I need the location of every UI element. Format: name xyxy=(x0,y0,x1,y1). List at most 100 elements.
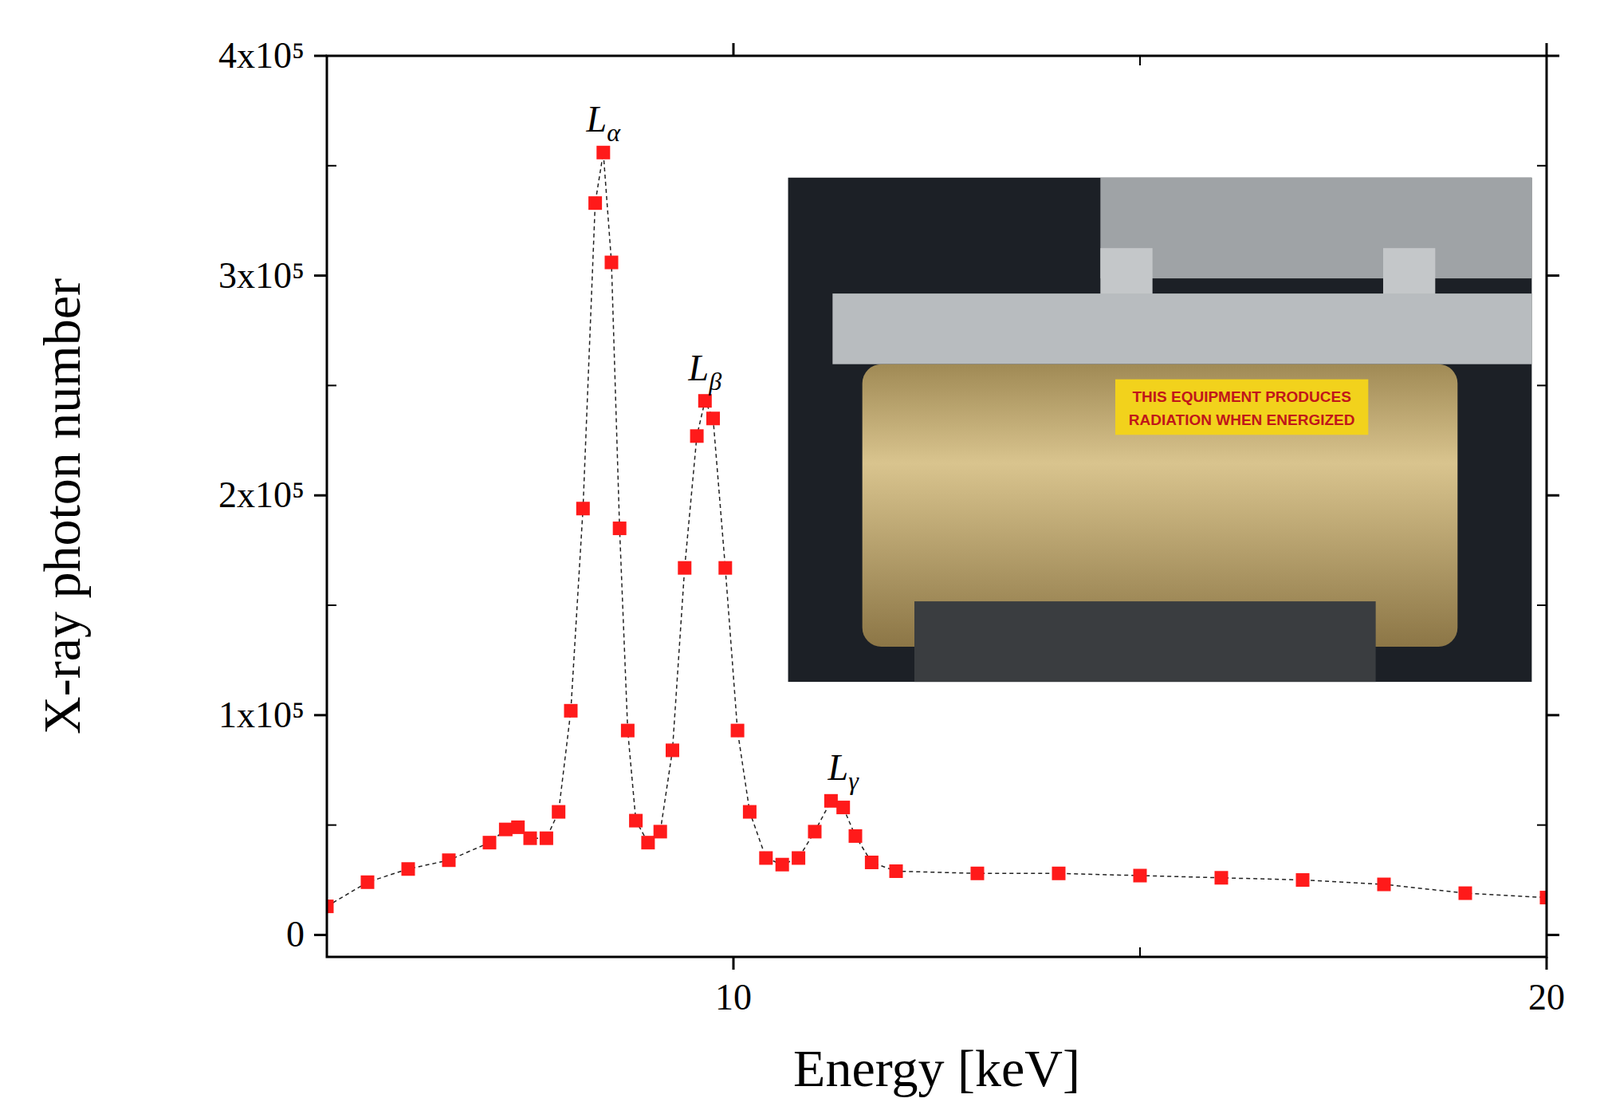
peak-label-main: L xyxy=(687,347,710,389)
spectrum-point xyxy=(523,831,538,846)
data-group xyxy=(326,145,1547,913)
background xyxy=(0,0,1600,1114)
spectrum-point xyxy=(621,723,635,738)
spectrum-point xyxy=(775,857,790,872)
x-tick-label: 20 xyxy=(1528,976,1565,1018)
spectrum-point xyxy=(596,145,610,160)
spectrum-point xyxy=(1133,868,1148,883)
peak-label: Lβ xyxy=(687,347,723,396)
inset-base xyxy=(914,601,1376,682)
inset-bracket xyxy=(1100,247,1152,299)
y-tick-right xyxy=(1546,933,1560,936)
spectrum-point xyxy=(483,835,497,850)
spectrum-point xyxy=(889,864,904,878)
spectrum-point xyxy=(1052,866,1066,881)
spectrum-point xyxy=(1214,870,1229,885)
spectrum-point xyxy=(640,835,655,850)
y-minor-tick xyxy=(326,824,337,826)
y-tick-label: 3x10⁵ xyxy=(218,255,305,296)
spectrum-point xyxy=(836,800,850,814)
y-tick xyxy=(314,274,327,277)
y-axis-title: X-ray photon number xyxy=(32,278,91,735)
spectrum-point xyxy=(971,866,985,881)
y-minor-tick xyxy=(326,384,337,386)
inset-photo: THIS EQUIPMENT PRODUCES RADIATION WHEN EN… xyxy=(787,177,1532,683)
spectrum-point xyxy=(499,822,513,837)
peak-label: Lγ xyxy=(827,746,861,795)
y-minor-tick-right xyxy=(1537,824,1547,826)
spectrum-point xyxy=(511,820,525,834)
x-tick-top xyxy=(1545,43,1549,56)
spectrum-point xyxy=(758,850,773,865)
spectrum-point xyxy=(742,805,757,819)
x-tick-label: 10 xyxy=(715,976,752,1018)
spectrum-point xyxy=(564,703,578,718)
x-tick-top xyxy=(732,43,736,56)
inset-plate xyxy=(832,293,1532,365)
x-minor-tick-top xyxy=(326,55,328,66)
peak-label-sub: γ xyxy=(848,766,860,795)
spectrum-point xyxy=(731,723,745,738)
x-tick xyxy=(1545,956,1549,970)
peak-label-sub: β xyxy=(707,366,722,396)
peak-label-main: L xyxy=(827,746,850,788)
spectrum-point xyxy=(628,813,643,828)
chart: THIS EQUIPMENT PRODUCES RADIATION WHEN EN… xyxy=(0,0,1600,1114)
y-minor-tick-right xyxy=(1537,384,1547,386)
inset-label-text: THIS EQUIPMENT PRODUCES xyxy=(1132,388,1351,405)
y-minor-tick xyxy=(326,165,337,167)
spectrum-point xyxy=(653,824,668,838)
spectrum-point xyxy=(442,853,457,867)
spectrum-point xyxy=(588,196,602,210)
y-tick-right xyxy=(1546,494,1560,497)
spectrum-point xyxy=(1458,886,1473,901)
spectrum-point xyxy=(361,875,375,889)
y-tick-right xyxy=(1546,713,1560,716)
spectrum-point xyxy=(824,794,838,808)
spectrum-point xyxy=(576,501,590,515)
x-minor-tick-top xyxy=(1139,55,1141,66)
plot-frame xyxy=(326,55,1547,957)
y-tick-right xyxy=(1546,55,1560,58)
y-tick-label: 2x10⁵ xyxy=(218,474,305,515)
y-tick-right xyxy=(1546,274,1560,277)
y-minor-tick xyxy=(326,604,337,606)
spectrum-point xyxy=(706,411,720,425)
spectrum-point xyxy=(677,561,692,575)
spectrum-point xyxy=(718,561,732,575)
inset-label-text: RADIATION WHEN ENERGIZED xyxy=(1128,411,1356,429)
x-minor-tick xyxy=(1139,947,1141,957)
spectrum-point xyxy=(690,428,704,443)
spectrum-point xyxy=(665,742,680,757)
y-tick xyxy=(314,494,327,497)
spectrum-point xyxy=(539,831,554,846)
spectrum-point xyxy=(698,393,712,408)
y-tick-label: 0 xyxy=(286,913,305,955)
spectrum-point xyxy=(1296,872,1310,887)
x-minor-tick xyxy=(326,947,328,957)
spectrum-point xyxy=(808,824,822,838)
y-minor-tick-right xyxy=(1537,165,1547,167)
peak-label-sub: α xyxy=(606,117,622,147)
y-tick xyxy=(314,55,327,58)
spectrum-point xyxy=(864,855,879,869)
y-tick xyxy=(314,933,327,936)
x-tick xyxy=(732,956,736,970)
x-axis-title: Energy [keV] xyxy=(793,1038,1081,1097)
inset-bracket xyxy=(1383,247,1435,299)
spectrum-point xyxy=(551,805,566,819)
spectrum-point xyxy=(849,829,863,843)
y-tick-label: 1x10⁵ xyxy=(218,694,305,736)
peak-label: Lα xyxy=(585,98,622,147)
y-tick xyxy=(314,713,327,716)
spectrum-point xyxy=(605,255,619,270)
spectrum-point xyxy=(791,850,806,865)
inset-ground xyxy=(787,177,1532,683)
peak-label-main: L xyxy=(585,98,608,140)
inset-warning-label xyxy=(1115,379,1369,436)
spectrum-line xyxy=(326,152,1547,906)
spectrum-point xyxy=(1377,877,1392,892)
y-tick-label: 4x10⁵ xyxy=(218,35,305,76)
inset-mount xyxy=(1100,177,1532,280)
spectrum-point xyxy=(613,521,627,535)
